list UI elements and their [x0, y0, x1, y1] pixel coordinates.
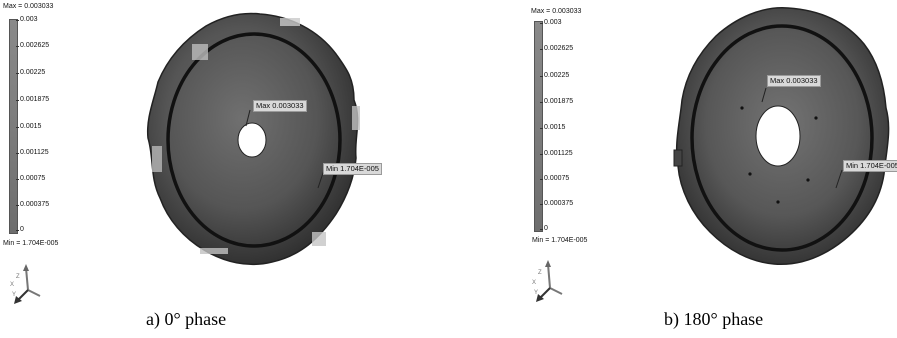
legend-tick: 0.001875: [15, 96, 50, 103]
legend-tick: 0.003: [540, 19, 562, 26]
mesh-patch: [152, 146, 162, 172]
svg-text:Z: Z: [538, 270, 542, 276]
center-hole: [755, 105, 801, 167]
max-value-callout: Max 0.003033: [767, 75, 821, 87]
mesh-patch: [192, 44, 208, 60]
max-value-callout: Max 0.003033: [253, 100, 307, 112]
deformed-disc-model: [673, 7, 890, 265]
bolt-hole: [776, 200, 780, 204]
panel-b: Max = 0.003033 0.003 0.002625 0.00225 0.…: [528, 0, 897, 338]
bolt-hole: [814, 116, 818, 120]
svg-text:X: X: [10, 282, 14, 288]
legend-tick: 0: [16, 226, 24, 233]
legend-tick: 0.000375: [539, 200, 574, 207]
legend-tick: 0.00075: [539, 175, 570, 182]
svg-text:Z: Z: [16, 274, 20, 280]
legend-tick: 0.001875: [539, 98, 574, 105]
min-value-callout: Min 1.704E-005: [843, 160, 897, 172]
min-value-callout: Min 1.704E-005: [323, 163, 382, 175]
xyz-axis-triad-icon: Z X Y: [10, 264, 41, 304]
legend-tick: 0.00225: [15, 69, 46, 76]
bolt-hole: [740, 106, 744, 110]
panel-a: Max = 0.003033 0.003 0.002625 0.00225 0.…: [0, 0, 448, 338]
legend-tick: 0.001125: [540, 150, 573, 157]
legend-tick: 0.003: [16, 16, 38, 23]
bolt-hole: [806, 178, 810, 182]
svg-text:X: X: [532, 280, 536, 286]
mesh-patch: [280, 18, 300, 26]
caption-a: a) 0° phase: [146, 309, 227, 329]
legend-tick: 0.0015: [15, 123, 42, 130]
mesh-patch: [200, 248, 228, 254]
legend-tick: 0.00075: [15, 175, 46, 182]
legend-scale-bar: [534, 21, 543, 232]
mesh-patch: [312, 232, 326, 246]
stiffening-ring: [166, 32, 342, 248]
legend-tick: 0.000375: [15, 201, 50, 208]
legend-max-label: Max = 0.003033: [3, 3, 54, 10]
xyz-axis-triad-icon: Z X Y: [532, 260, 563, 302]
deformed-disc-model: [146, 12, 360, 266]
legend-max-label: Max = 0.003033: [531, 8, 582, 15]
svg-text:Y: Y: [534, 290, 538, 296]
legend-tick: 0.002625: [539, 45, 574, 52]
legend-tick: 0: [540, 225, 548, 232]
legend-tick: 0.00225: [539, 72, 570, 79]
max-leader-line: [761, 87, 767, 103]
svg-text:Y: Y: [12, 292, 16, 298]
min-leader-line: [835, 169, 843, 189]
legend-tick: 0.002625: [15, 42, 50, 49]
max-leader-line: [245, 109, 251, 127]
center-hole: [237, 122, 267, 158]
legend-min-label: Min = 1.704E-005: [3, 240, 59, 247]
legend-scale-bar: [9, 19, 18, 234]
legend-tick: 0.0015: [539, 124, 566, 131]
caption-b: b) 180° phase: [664, 309, 764, 329]
stiffening-ring: [690, 24, 874, 252]
side-bracket: [673, 149, 683, 167]
legend-min-label: Min = 1.704E-005: [532, 237, 588, 244]
mesh-patch: [352, 106, 360, 130]
legend-tick: 0.001125: [16, 149, 49, 156]
bolt-hole: [748, 172, 752, 176]
